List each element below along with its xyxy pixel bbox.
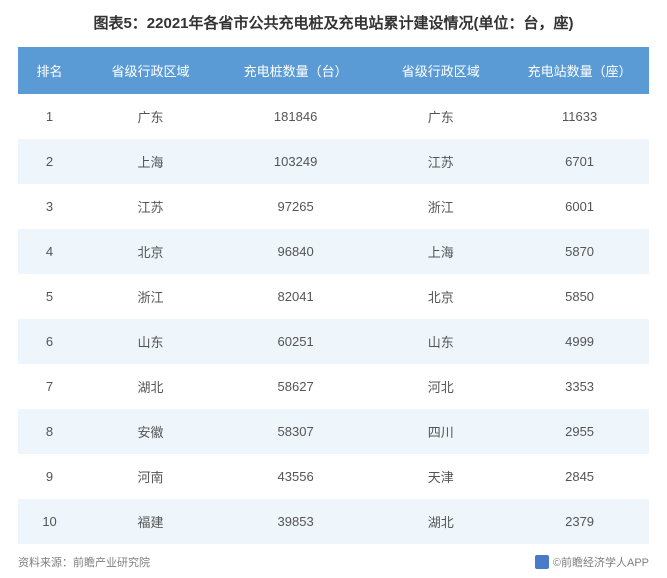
- data-table: 排名 省级行政区域 充电桩数量（台） 省级行政区域 充电站数量（座） 1广东18…: [18, 47, 649, 544]
- table-cell: 2: [18, 139, 81, 184]
- table-cell: 9: [18, 454, 81, 499]
- table-cell: 58307: [220, 409, 371, 454]
- table-cell: 四川: [371, 409, 510, 454]
- table-cell: 北京: [81, 229, 220, 274]
- table-cell: 97265: [220, 184, 371, 229]
- table-cell: 5850: [510, 274, 649, 319]
- table-row: 10福建39853湖北2379: [18, 499, 649, 544]
- table-row: 6山东60251山东4999: [18, 319, 649, 364]
- header-row: 排名 省级行政区域 充电桩数量（台） 省级行政区域 充电站数量（座）: [18, 47, 649, 94]
- table-cell: 广东: [371, 94, 510, 139]
- table-cell: 江苏: [81, 184, 220, 229]
- table-body: 1广东181846广东116332上海103249江苏67013江苏97265浙…: [18, 94, 649, 544]
- table-cell: 湖北: [81, 364, 220, 409]
- table-cell: 天津: [371, 454, 510, 499]
- table-row: 8安徽58307四川2955: [18, 409, 649, 454]
- table-cell: 82041: [220, 274, 371, 319]
- table-cell: 河北: [371, 364, 510, 409]
- table-row: 4北京96840上海5870: [18, 229, 649, 274]
- table-cell: 6001: [510, 184, 649, 229]
- table-cell: 4: [18, 229, 81, 274]
- table-cell: 山东: [81, 319, 220, 364]
- table-cell: 39853: [220, 499, 371, 544]
- table-cell: 5870: [510, 229, 649, 274]
- table-row: 9河南43556天津2845: [18, 454, 649, 499]
- table-row: 1广东181846广东11633: [18, 94, 649, 139]
- chart-title: 图表5：22021年各省市公共充电桩及充电站累计建设情况(单位：台，座): [18, 12, 649, 33]
- table-cell: 3: [18, 184, 81, 229]
- table-cell: 181846: [220, 94, 371, 139]
- table-cell: 43556: [220, 454, 371, 499]
- table-cell: 3353: [510, 364, 649, 409]
- table-cell: 福建: [81, 499, 220, 544]
- brand-label: ©前瞻经济学人APP: [553, 554, 649, 570]
- table-cell: 2955: [510, 409, 649, 454]
- source-label: 资料来源：前瞻产业研究院: [18, 554, 150, 570]
- table-cell: 8: [18, 409, 81, 454]
- table-row: 5浙江82041北京5850: [18, 274, 649, 319]
- table-cell: 60251: [220, 319, 371, 364]
- table-cell: 浙江: [371, 184, 510, 229]
- table-cell: 2379: [510, 499, 649, 544]
- table-cell: 湖北: [371, 499, 510, 544]
- table-row: 2上海103249江苏6701: [18, 139, 649, 184]
- table-cell: 广东: [81, 94, 220, 139]
- col-pile-count: 充电桩数量（台）: [220, 47, 371, 94]
- table-cell: 4999: [510, 319, 649, 364]
- table-cell: 103249: [220, 139, 371, 184]
- table-cell: 江苏: [371, 139, 510, 184]
- table-cell: 安徽: [81, 409, 220, 454]
- table-cell: 6: [18, 319, 81, 364]
- table-container: 图表5：22021年各省市公共充电桩及充电站累计建设情况(单位：台，座) 排名 …: [0, 0, 667, 578]
- col-station-count: 充电站数量（座）: [510, 47, 649, 94]
- table-cell: 58627: [220, 364, 371, 409]
- table-cell: 山东: [371, 319, 510, 364]
- brand-area: ©前瞻经济学人APP: [535, 554, 649, 570]
- table-cell: 上海: [81, 139, 220, 184]
- table-cell: 北京: [371, 274, 510, 319]
- table-row: 7湖北58627河北3353: [18, 364, 649, 409]
- col-rank: 排名: [18, 47, 81, 94]
- table-cell: 1: [18, 94, 81, 139]
- col-region1: 省级行政区域: [81, 47, 220, 94]
- table-cell: 2845: [510, 454, 649, 499]
- table-cell: 7: [18, 364, 81, 409]
- table-cell: 5: [18, 274, 81, 319]
- col-region2: 省级行政区域: [371, 47, 510, 94]
- table-cell: 10: [18, 499, 81, 544]
- table-cell: 11633: [510, 94, 649, 139]
- footer: 资料来源：前瞻产业研究院 ©前瞻经济学人APP: [18, 554, 649, 570]
- table-cell: 浙江: [81, 274, 220, 319]
- brand-logo-icon: [535, 555, 549, 569]
- table-cell: 上海: [371, 229, 510, 274]
- table-cell: 6701: [510, 139, 649, 184]
- table-row: 3江苏97265浙江6001: [18, 184, 649, 229]
- table-cell: 96840: [220, 229, 371, 274]
- table-cell: 河南: [81, 454, 220, 499]
